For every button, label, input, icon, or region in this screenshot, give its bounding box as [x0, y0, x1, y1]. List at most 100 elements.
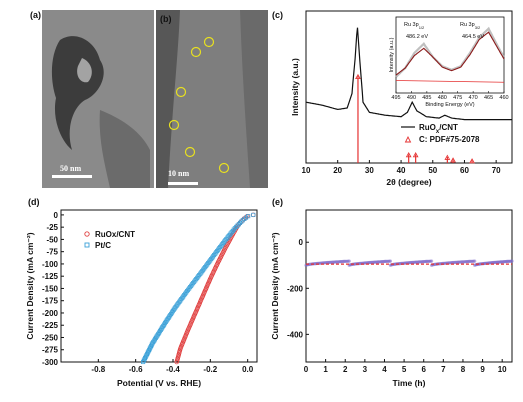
data-point-stability: [388, 259, 392, 263]
x-tick-label: 10: [498, 365, 507, 374]
inset-annotation-486: 486.2 eV: [406, 34, 428, 40]
tube-wall-left: [156, 10, 180, 188]
data-point-ptc: [230, 228, 235, 234]
x-tick-label: 9: [480, 365, 485, 374]
xps-inset-chart: 495 490 485 480 475 470 465 460 Binding Energy (…: [389, 16, 509, 108]
reference-marker: [450, 157, 456, 163]
plot-frame: [60, 209, 258, 363]
inset-annotation-ru3p32: Ru 3p3/2: [460, 22, 481, 30]
legend-swatch-reference: [404, 135, 412, 143]
inset-x-axis-title: Binding Energy (eV): [425, 102, 474, 108]
nanoparticle-marker: [190, 46, 202, 58]
data-point-ptc: [232, 226, 237, 231]
data-point-ptc: [143, 354, 148, 359]
x-tick-label: 30: [365, 166, 374, 175]
y-tick-label: -25: [46, 223, 58, 232]
data-point-ptc: [141, 358, 146, 363]
data-point-ptc: [226, 234, 231, 239]
inset-x-tick-label: 470: [469, 95, 478, 101]
nanoparticle-marker: [218, 162, 230, 174]
inset-x-tick-label: 485: [422, 95, 431, 101]
inset-fit-curve: [395, 31, 505, 76]
panel-label-c: (c): [272, 10, 283, 20]
y-tick-label: -225: [42, 321, 59, 330]
nanoparticle-marker: [168, 119, 180, 131]
plot-frame: [305, 209, 513, 363]
inset-x-tick-label: 465: [484, 95, 493, 101]
x-axis-title: Potential (V vs. RHE): [117, 378, 201, 388]
x-tick-label: 2: [343, 365, 348, 374]
scale-bar-b: [168, 182, 198, 185]
x-tick-label: -0.4: [166, 365, 180, 374]
data-point-stability: [510, 259, 514, 263]
x-tick-label: 1: [323, 365, 328, 374]
y-tick-label: -125: [42, 272, 59, 281]
series-line-ruox: [305, 27, 512, 121]
x-tick-label: 7: [441, 365, 446, 374]
tem-image-b: 10 nm (b): [156, 10, 268, 188]
nanoparticle-marker: [184, 146, 196, 158]
data-point-stability: [430, 259, 434, 263]
y-tick-label: 0: [299, 238, 304, 247]
nanoparticle-marker: [203, 36, 215, 48]
y-tick-label: -100: [42, 260, 59, 269]
data-point-ptc: [199, 270, 204, 275]
y-tick-label: -250: [42, 333, 59, 342]
y-tick-label: -400: [287, 330, 304, 339]
y-tick-label: -175: [42, 297, 59, 306]
inset-annotation-464: 464.5 eV: [462, 34, 484, 40]
inset-baseline: [395, 80, 505, 83]
data-point-ptc: [146, 349, 151, 354]
legend-swatch-ptc: [84, 242, 90, 248]
x-tick-label: 40: [397, 166, 406, 175]
data-point-ptc: [251, 212, 256, 217]
y-tick-label: -150: [42, 284, 59, 293]
lsv-chart: -0.8 -0.6 -0.4 -0.2 0.0 0 -25 -50 -75 -100 -125 -15…: [25, 209, 258, 388]
inset-x-tick-label: 460: [499, 95, 508, 101]
x-tick-label: 8: [461, 365, 466, 374]
x-tick-label: 60: [460, 166, 469, 175]
reference-marker: [405, 151, 412, 158]
scale-label-a: 50 nm: [60, 164, 81, 173]
data-point-ptc: [236, 222, 241, 227]
x-axis-title: Time (h): [393, 378, 426, 388]
x-tick-label: 70: [492, 166, 501, 175]
y-axis-title: Intensity (a.u.): [290, 58, 300, 116]
legend-label-reference: C: PDF#75-2078: [419, 135, 480, 144]
x-tick-label: 4: [382, 365, 387, 374]
x-tick-label: 50: [428, 166, 437, 175]
inset-y-axis-title: Intensity (a.u.): [389, 37, 395, 72]
panel-label-b: (b): [160, 14, 172, 24]
inset-annotation-ru3p12: Ru 3p1/2: [404, 22, 425, 30]
y-axis-title: Current Density (mA cm⁻²): [25, 232, 35, 339]
xrd-chart: 10 20 30 40 50 60 70 2θ (degree) Intensity (a.u.…: [290, 10, 513, 187]
data-point-ruox: [251, 212, 256, 218]
inset-x-tick-label: 495: [391, 95, 400, 101]
x-tick-label: -0.2: [203, 365, 217, 374]
nanoparticle-markers: [168, 36, 230, 174]
data-point-ptc: [239, 219, 244, 224]
scale-bar-a: [52, 175, 92, 178]
x-tick-label: -0.6: [129, 365, 143, 374]
nanotube-branch: [99, 110, 150, 188]
panel-label-e: (e): [272, 197, 283, 207]
x-tick-label: 5: [402, 365, 407, 374]
legend-label-ruox: RuOx/CNT: [95, 230, 135, 239]
x-tick-label: 20: [333, 166, 342, 175]
panel-label-d: (d): [28, 197, 40, 207]
data-point-ptc: [219, 243, 224, 248]
x-axis-title: 2θ (degree): [386, 177, 431, 187]
data-point-ptc: [235, 223, 240, 228]
x-tick-label: 0: [304, 365, 309, 374]
data-point-ptc: [194, 277, 199, 282]
legend-label-ptc: Pt/C: [95, 241, 111, 250]
data-point-stability: [347, 259, 351, 263]
inset-x-tick-label: 480: [438, 95, 447, 101]
x-tick-label: 6: [421, 365, 426, 374]
data-point-ptc: [213, 251, 218, 256]
data-point-ptc: [143, 355, 148, 361]
data-point-ptc: [141, 359, 146, 365]
tem-image-a: 50 nm (a): [30, 10, 154, 188]
tube-wall-right: [240, 10, 268, 188]
